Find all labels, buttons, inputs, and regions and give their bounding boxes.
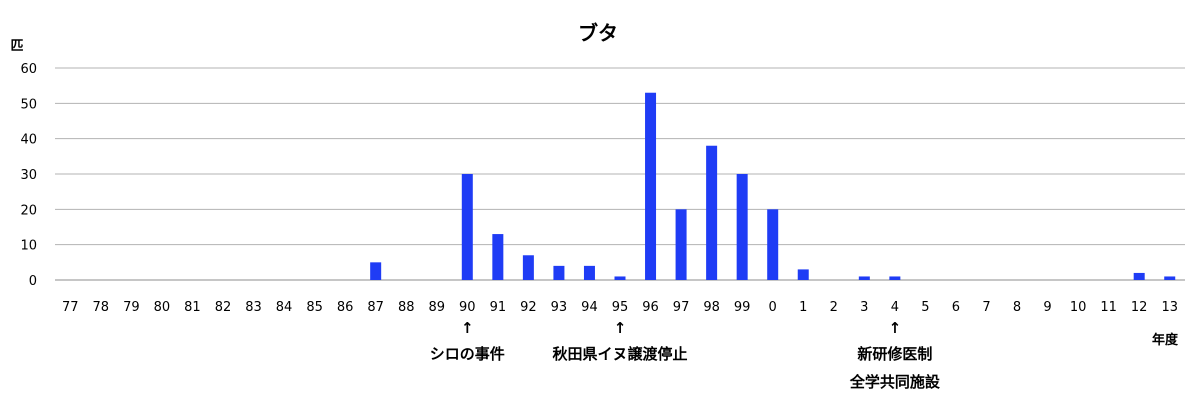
x-tick-label: 83	[245, 300, 262, 315]
x-tick-label: 89	[428, 300, 445, 315]
bar-94	[583, 265, 595, 280]
x-tick-label: 97	[673, 300, 690, 315]
y-axis-unit-label: 匹	[10, 39, 23, 54]
annotation-arrow: ↑	[889, 319, 902, 337]
bar-13	[1164, 276, 1176, 280]
x-tick-label: 93	[551, 300, 568, 315]
x-tick-label: 96	[642, 300, 659, 315]
bar-1	[797, 269, 809, 280]
x-tick-label: 79	[123, 300, 140, 315]
chart-title: ブタ	[578, 21, 618, 45]
bar-93	[553, 265, 565, 280]
bar-87	[370, 262, 382, 280]
bar-0	[767, 209, 779, 280]
bar-96	[645, 92, 657, 280]
x-tick-label: 6	[952, 300, 960, 315]
x-tick-label: 5	[921, 300, 929, 315]
y-tick-label: 20	[20, 203, 37, 218]
x-tick-label: 0	[769, 300, 777, 315]
x-tick-label: 9	[1043, 300, 1051, 315]
x-tick-label: 95	[612, 300, 629, 315]
bars	[370, 92, 1176, 280]
x-tick-label: 2	[830, 300, 838, 315]
x-tick-label: 10	[1070, 300, 1087, 315]
y-tick-label: 60	[20, 62, 37, 77]
y-tick-label: 50	[20, 97, 37, 112]
annotation-label: シロの事件	[430, 345, 505, 363]
bar-99	[736, 174, 748, 280]
annotation-arrow: ↑	[461, 319, 474, 337]
y-axis-ticks: 0 10 20 30 40 50 60	[20, 62, 37, 289]
y-tick-label: 40	[20, 133, 37, 148]
x-tick-label: 3	[860, 300, 868, 315]
x-tick-label: 80	[154, 300, 171, 315]
annotation-label: 秋田県イヌ譲渡停止	[552, 345, 687, 363]
x-tick-label: 99	[734, 300, 751, 315]
x-tick-label: 85	[306, 300, 323, 315]
annotation-label: 全学共同施設	[849, 373, 941, 391]
x-tick-label: 1	[799, 300, 807, 315]
x-tick-label: 77	[62, 300, 79, 315]
x-axis-unit-label: 年度	[1152, 332, 1179, 348]
x-tick-label: 90	[459, 300, 476, 315]
y-tick-label: 30	[20, 168, 37, 183]
bar-4	[889, 276, 901, 280]
bar-98	[706, 145, 718, 280]
x-axis-ticks: 77 78 79 80 81 82 83 84 85 86 87 88 89 90 91 92 93 94 95 96…	[62, 300, 1178, 315]
x-tick-label: 87	[367, 300, 384, 315]
bar-12	[1133, 272, 1145, 280]
x-tick-label: 92	[520, 300, 537, 315]
x-tick-label: 82	[215, 300, 232, 315]
x-tick-label: 13	[1161, 300, 1178, 315]
y-tick-label: 0	[29, 274, 37, 289]
annotation-arrow: ↑	[614, 319, 627, 337]
x-tick-label: 78	[93, 300, 110, 315]
x-tick-label: 12	[1131, 300, 1148, 315]
annotation-label: 新研修医制	[857, 345, 932, 363]
y-tick-label: 10	[20, 239, 37, 254]
x-tick-label: 81	[184, 300, 201, 315]
x-tick-label: 4	[891, 300, 899, 315]
x-tick-label: 98	[703, 300, 720, 315]
bar-3	[858, 276, 870, 280]
bar-97	[675, 209, 687, 280]
bar-92	[522, 255, 534, 280]
x-tick-label: 7	[982, 300, 990, 315]
bar-91	[492, 234, 504, 280]
x-tick-label: 88	[398, 300, 415, 315]
x-tick-label: 8	[1013, 300, 1021, 315]
x-tick-label: 84	[276, 300, 293, 315]
x-tick-label: 11	[1100, 300, 1117, 315]
x-tick-label: 86	[337, 300, 354, 315]
bar-95	[614, 276, 626, 280]
x-tick-label: 91	[490, 300, 507, 315]
x-tick-label: 94	[581, 300, 598, 315]
bar-90	[461, 174, 473, 280]
gridlines	[55, 67, 1185, 281]
